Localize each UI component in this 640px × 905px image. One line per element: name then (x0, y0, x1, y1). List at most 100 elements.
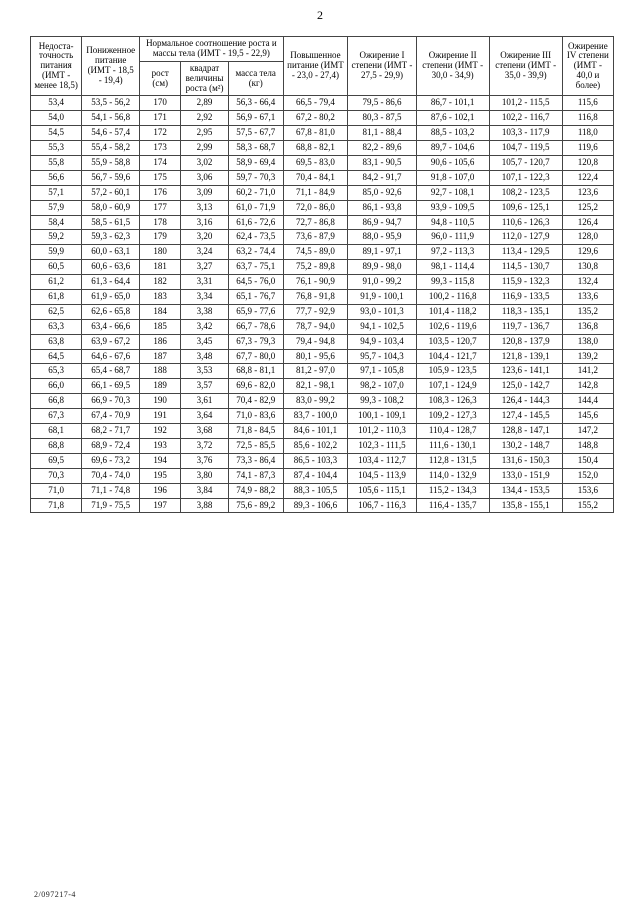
table-row: 53,453,5 - 56,21702,8956,3 - 66,466,5 - … (31, 96, 614, 111)
table-cell: 139,2 (562, 349, 613, 364)
table-row: 59,960,0 - 63,11803,2463,2 - 74,474,5 - … (31, 245, 614, 260)
table-cell: 3,27 (181, 260, 229, 275)
table-cell: 61,6 - 72,6 (228, 215, 283, 230)
table-cell: 192 (140, 424, 181, 439)
table-row: 59,259,3 - 62,31793,2062,4 - 73,573,6 - … (31, 230, 614, 245)
table-row: 58,458,5 - 61,51783,1661,6 - 72,672,7 - … (31, 215, 614, 230)
table-cell: 116,4 - 135,7 (416, 498, 489, 513)
table-cell: 147,2 (562, 424, 613, 439)
table-cell: 72,0 - 86,0 (283, 200, 348, 215)
table-cell: 3,02 (181, 156, 229, 171)
table-cell: 89,3 - 106,6 (283, 498, 348, 513)
table-cell: 109,6 - 125,1 (489, 200, 562, 215)
table-cell: 173 (140, 141, 181, 156)
table-cell: 2,89 (181, 96, 229, 111)
table-cell: 69,6 - 82,0 (228, 379, 283, 394)
table-cell: 88,5 - 103,2 (416, 126, 489, 141)
table-row: 67,367,4 - 70,91913,6471,0 - 83,683,7 - … (31, 409, 614, 424)
table-cell: 195 (140, 468, 181, 483)
table-cell: 178 (140, 215, 181, 230)
table-row: 64,564,6 - 67,61873,4867,7 - 80,080,1 - … (31, 349, 614, 364)
table-cell: 97,2 - 113,3 (416, 245, 489, 260)
table-cell: 68,8 - 81,1 (228, 364, 283, 379)
table-cell: 114,0 - 132,9 (416, 468, 489, 483)
table-cell: 183 (140, 290, 181, 305)
table-cell: 122,4 (562, 170, 613, 185)
table-cell: 75,2 - 89,8 (283, 260, 348, 275)
table-cell: 56,7 - 59,6 (82, 170, 140, 185)
table-cell: 68,8 - 82,1 (283, 141, 348, 156)
table-cell: 113,4 - 129,5 (489, 245, 562, 260)
table-cell: 73,3 - 86,4 (228, 453, 283, 468)
table-cell: 62,4 - 73,5 (228, 230, 283, 245)
table-cell: 79,5 - 86,6 (348, 96, 416, 111)
table-cell: 3,24 (181, 245, 229, 260)
table-cell: 65,1 - 76,7 (228, 290, 283, 305)
table-cell: 69,5 (31, 453, 82, 468)
table-cell: 130,8 (562, 260, 613, 275)
table-cell: 54,6 - 57,4 (82, 126, 140, 141)
table-cell: 134,4 - 153,5 (489, 483, 562, 498)
table-cell: 129,6 (562, 245, 613, 260)
table-cell: 66,8 (31, 394, 82, 409)
table-cell: 193 (140, 438, 181, 453)
table-cell: 71,1 - 84,9 (283, 185, 348, 200)
table-cell: 133,0 - 151,9 (489, 468, 562, 483)
table-cell: 136,8 (562, 319, 613, 334)
table-row: 66,066,1 - 69,51893,5769,6 - 82,082,1 - … (31, 379, 614, 394)
table-cell: 70,4 - 84,1 (283, 170, 348, 185)
table-cell: 68,2 - 71,7 (82, 424, 140, 439)
table-cell: 67,8 - 81,0 (283, 126, 348, 141)
table-row: 54,054,1 - 56,81712,9256,9 - 67,167,2 - … (31, 111, 614, 126)
table-row: 55,355,4 - 58,21732,9958,3 - 68,768,8 - … (31, 141, 614, 156)
table-cell: 86,5 - 103,3 (283, 453, 348, 468)
table-cell: 56,3 - 66,4 (228, 96, 283, 111)
table-cell: 76,1 - 90,9 (283, 275, 348, 290)
table-cell: 3,64 (181, 409, 229, 424)
table-cell: 63,4 - 66,6 (82, 319, 140, 334)
table-cell: 175 (140, 170, 181, 185)
table-cell: 93,0 - 101,3 (348, 304, 416, 319)
table-cell: 123,6 - 141,1 (489, 364, 562, 379)
table-cell: 138,0 (562, 334, 613, 349)
table-cell: 172 (140, 126, 181, 141)
table-cell: 55,4 - 58,2 (82, 141, 140, 156)
table-cell: 118,3 - 135,1 (489, 304, 562, 319)
table-cell: 98,1 - 114,4 (416, 260, 489, 275)
table-cell: 58,4 (31, 215, 82, 230)
table-cell: 101,2 - 115,5 (489, 96, 562, 111)
table-cell: 125,2 (562, 200, 613, 215)
table-cell: 69,5 - 83,0 (283, 156, 348, 171)
hdr-normal-group: Нормальное соотношение роста и массы тел… (140, 37, 283, 62)
footer-code: 2/097217-4 (34, 890, 76, 899)
table-cell: 194 (140, 453, 181, 468)
table-cell: 100,1 - 109,1 (348, 409, 416, 424)
table-cell: 58,5 - 61,5 (82, 215, 140, 230)
table-cell: 102,6 - 119,6 (416, 319, 489, 334)
table-cell: 83,1 - 90,5 (348, 156, 416, 171)
table-cell: 64,6 - 67,6 (82, 349, 140, 364)
table-cell: 53,5 - 56,2 (82, 96, 140, 111)
table-cell: 95,7 - 104,3 (348, 349, 416, 364)
table-cell: 64,5 (31, 349, 82, 364)
table-cell: 108,2 - 123,5 (489, 185, 562, 200)
table-cell: 84,2 - 91,7 (348, 170, 416, 185)
table-cell: 75,6 - 89,2 (228, 498, 283, 513)
table-cell: 155,2 (562, 498, 613, 513)
table-cell: 104,7 - 119,5 (489, 141, 562, 156)
table-cell: 71,0 (31, 483, 82, 498)
table-cell: 171 (140, 111, 181, 126)
table-cell: 119,6 (562, 141, 613, 156)
table-cell: 59,7 - 70,3 (228, 170, 283, 185)
hdr-height: рост (см) (140, 61, 181, 96)
table-cell: 101,4 - 118,2 (416, 304, 489, 319)
table-cell: 142,8 (562, 379, 613, 394)
table-cell: 94,9 - 103,4 (348, 334, 416, 349)
table-cell: 81,2 - 97,0 (283, 364, 348, 379)
table-row: 66,866,9 - 70,31903,6170,4 - 82,983,0 - … (31, 394, 614, 409)
table-cell: 84,6 - 101,1 (283, 424, 348, 439)
table-cell: 71,8 - 84,5 (228, 424, 283, 439)
table-cell: 86,1 - 93,8 (348, 200, 416, 215)
table-cell: 54,1 - 56,8 (82, 111, 140, 126)
table-cell: 92,7 - 108,1 (416, 185, 489, 200)
